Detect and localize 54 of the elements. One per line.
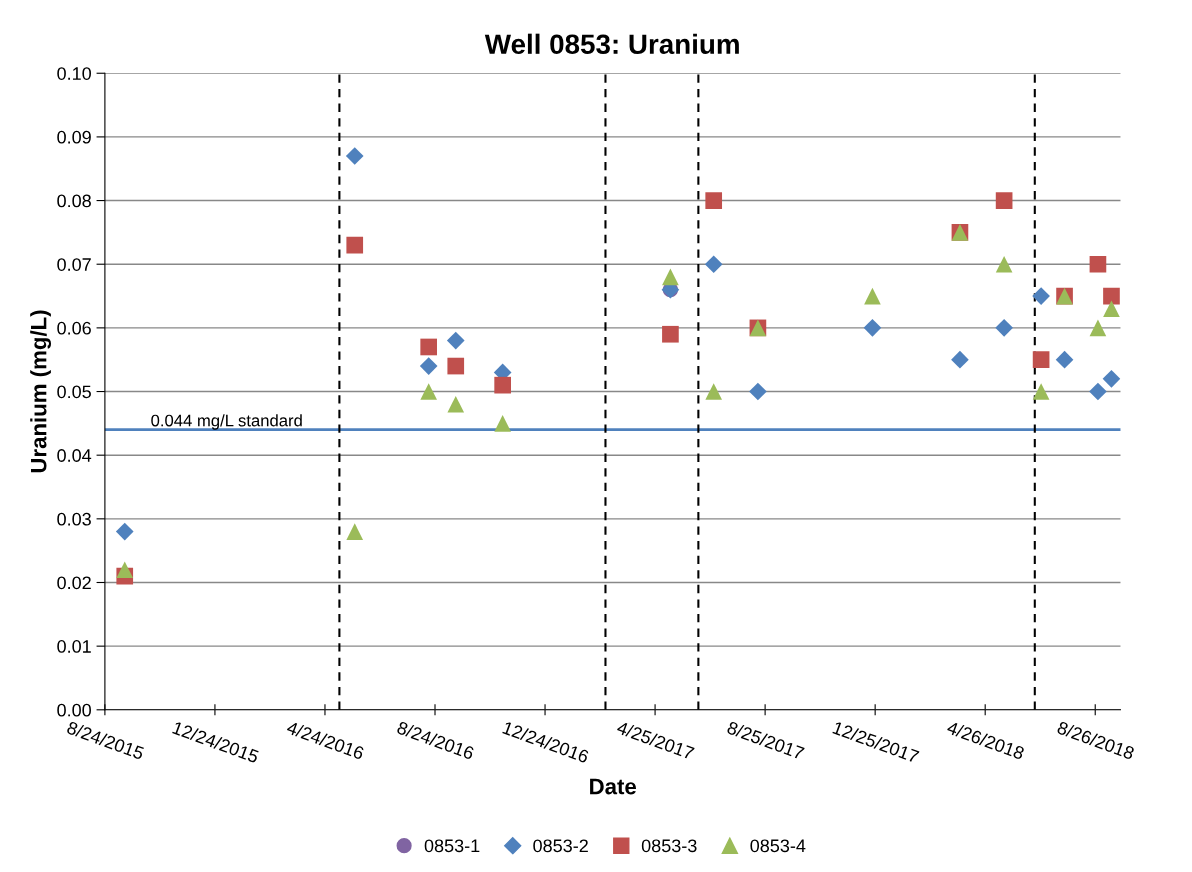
y-tick-label: 0.08 (57, 194, 91, 208)
point (863, 319, 882, 337)
y-tick-label: 0.04 (57, 449, 92, 462)
point (704, 255, 723, 274)
point (116, 561, 134, 579)
point (1032, 287, 1050, 305)
point (864, 287, 881, 305)
point (1089, 319, 1107, 337)
point (1032, 383, 1050, 400)
point (705, 383, 723, 400)
point (420, 383, 438, 400)
y-tick-label: 0.10 (57, 67, 91, 80)
point (995, 192, 1013, 209)
chart-title: Well 0853: Uranium (484, 33, 739, 55)
point (995, 255, 1013, 273)
y-axis-title: Uranium (mg/L) (30, 310, 52, 473)
y-tick-label: 0.07 (57, 258, 91, 271)
legend-label: 0853-4 (750, 839, 806, 853)
point (662, 268, 679, 286)
point (115, 522, 134, 541)
y-tick-label: 0.01 (57, 640, 91, 653)
point (1032, 351, 1050, 369)
point (345, 147, 364, 165)
point (995, 319, 1013, 337)
legend-label: 0853-1 (424, 839, 480, 853)
point (447, 357, 465, 375)
point (447, 395, 465, 413)
point (1103, 287, 1120, 305)
legend-label: 0853-3 (641, 839, 697, 853)
ref-line-label: 0.044 mg/L standard (151, 414, 302, 430)
point (346, 236, 364, 254)
point (705, 192, 723, 209)
y-tick-label: 0.06 (57, 321, 91, 335)
point (1103, 300, 1120, 318)
y-tick-label: 0.03 (57, 512, 91, 526)
point (951, 350, 969, 369)
point (420, 338, 438, 356)
point (494, 376, 511, 394)
point (1055, 350, 1074, 369)
legend-label: 0853-2 (533, 839, 588, 853)
point (419, 357, 438, 375)
point (346, 523, 364, 540)
y-tick-label: 0.02 (57, 576, 91, 590)
y-tick-label: 0.00 (57, 703, 91, 717)
point (1102, 369, 1121, 388)
point (662, 325, 679, 343)
point (494, 415, 511, 432)
y-tick-label: 0.05 (57, 385, 91, 399)
point (1089, 382, 1107, 401)
point (749, 382, 767, 401)
y-tick-label: 0.09 (57, 130, 91, 144)
point (1089, 255, 1107, 273)
point (446, 331, 465, 350)
x-axis-title: Date (590, 778, 637, 795)
